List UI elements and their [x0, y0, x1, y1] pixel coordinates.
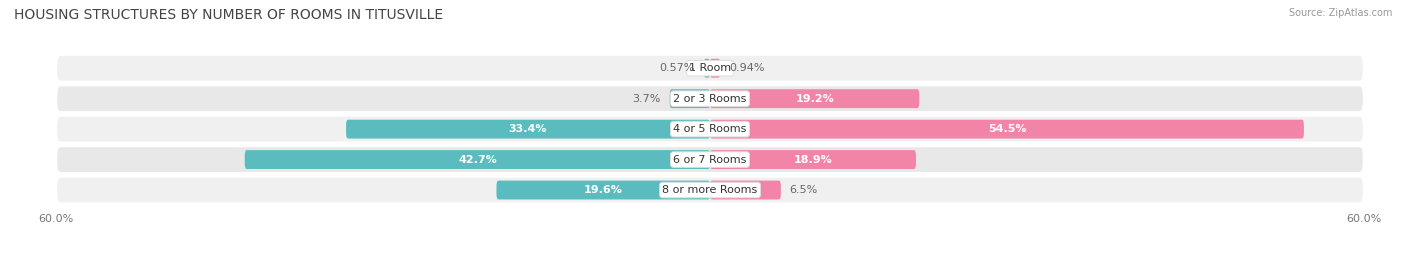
- FancyBboxPatch shape: [56, 116, 1364, 143]
- Text: 54.5%: 54.5%: [987, 124, 1026, 134]
- Text: Source: ZipAtlas.com: Source: ZipAtlas.com: [1288, 8, 1392, 18]
- Text: 18.9%: 18.9%: [793, 155, 832, 165]
- Text: 2 or 3 Rooms: 2 or 3 Rooms: [673, 94, 747, 104]
- Text: 1 Room: 1 Room: [689, 63, 731, 73]
- FancyBboxPatch shape: [710, 120, 1303, 139]
- Text: 42.7%: 42.7%: [458, 155, 496, 165]
- Text: 19.6%: 19.6%: [583, 185, 623, 195]
- FancyBboxPatch shape: [496, 180, 710, 200]
- FancyBboxPatch shape: [56, 146, 1364, 173]
- FancyBboxPatch shape: [669, 89, 710, 108]
- FancyBboxPatch shape: [245, 150, 710, 169]
- Text: 4 or 5 Rooms: 4 or 5 Rooms: [673, 124, 747, 134]
- FancyBboxPatch shape: [56, 85, 1364, 112]
- FancyBboxPatch shape: [704, 59, 710, 78]
- FancyBboxPatch shape: [56, 55, 1364, 82]
- Text: 0.57%: 0.57%: [659, 63, 695, 73]
- Text: 6 or 7 Rooms: 6 or 7 Rooms: [673, 155, 747, 165]
- FancyBboxPatch shape: [56, 177, 1364, 203]
- Text: 8 or more Rooms: 8 or more Rooms: [662, 185, 758, 195]
- Text: 0.94%: 0.94%: [728, 63, 765, 73]
- Text: 33.4%: 33.4%: [509, 124, 547, 134]
- Text: 3.7%: 3.7%: [633, 94, 661, 104]
- Text: 19.2%: 19.2%: [796, 94, 834, 104]
- FancyBboxPatch shape: [710, 59, 720, 78]
- FancyBboxPatch shape: [710, 150, 915, 169]
- Text: HOUSING STRUCTURES BY NUMBER OF ROOMS IN TITUSVILLE: HOUSING STRUCTURES BY NUMBER OF ROOMS IN…: [14, 8, 443, 22]
- FancyBboxPatch shape: [710, 180, 780, 200]
- FancyBboxPatch shape: [346, 120, 710, 139]
- FancyBboxPatch shape: [710, 89, 920, 108]
- Text: 6.5%: 6.5%: [790, 185, 818, 195]
